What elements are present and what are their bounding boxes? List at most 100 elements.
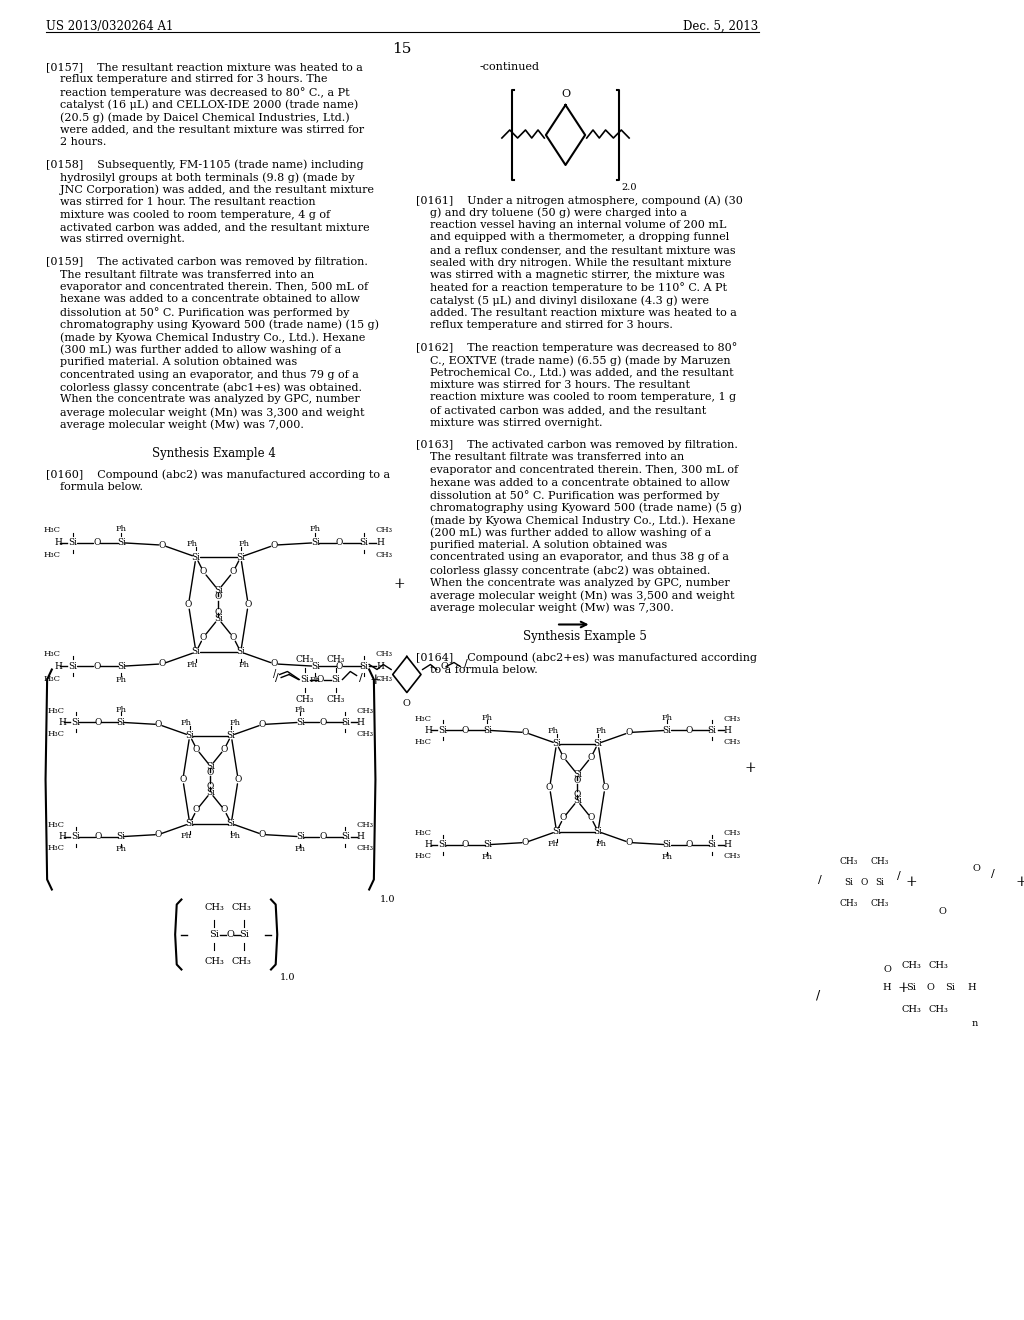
- Text: Ph: Ph: [115, 845, 126, 853]
- Text: dissolution at 50° C. Purification was performed by: dissolution at 50° C. Purification was p…: [45, 308, 349, 318]
- Text: O: O: [226, 931, 234, 939]
- Text: H: H: [58, 718, 66, 727]
- Text: to a formula below.: to a formula below.: [417, 665, 538, 675]
- Text: Si: Si: [483, 841, 492, 849]
- Text: +: +: [897, 981, 909, 994]
- Text: O: O: [159, 660, 166, 668]
- Text: CH₃: CH₃: [356, 706, 374, 715]
- Text: Ph: Ph: [662, 714, 673, 722]
- Text: Si: Si: [185, 731, 195, 741]
- Text: Si: Si: [69, 539, 78, 548]
- Text: O: O: [155, 830, 163, 840]
- Text: O: O: [626, 838, 633, 847]
- Text: Si: Si: [296, 718, 305, 727]
- Text: CH₃: CH₃: [376, 675, 393, 682]
- Text: mixture was cooled to room temperature, 4 g of: mixture was cooled to room temperature, …: [45, 210, 330, 219]
- Text: catalyst (16 μL) and CELLOX-IDE 2000 (trade name): catalyst (16 μL) and CELLOX-IDE 2000 (tr…: [45, 99, 357, 110]
- Text: H: H: [724, 726, 731, 735]
- Text: O: O: [588, 813, 595, 822]
- Text: Si: Si: [116, 832, 125, 841]
- Text: Si: Si: [206, 788, 215, 797]
- Text: O: O: [193, 805, 201, 814]
- Text: and a reflux condenser, and the resultant mixture was: and a reflux condenser, and the resultan…: [417, 246, 736, 255]
- Text: O: O: [316, 675, 325, 684]
- Text: CH₃: CH₃: [870, 858, 889, 866]
- Text: O: O: [939, 908, 946, 916]
- Text: were added, and the resultant mixture was stirred for: were added, and the resultant mixture wa…: [45, 124, 364, 135]
- Text: O: O: [860, 878, 867, 887]
- Text: g) and dry toluene (50 g) were charged into a: g) and dry toluene (50 g) were charged i…: [417, 207, 687, 218]
- Text: of activated carbon was added, and the resultant: of activated carbon was added, and the r…: [417, 405, 707, 414]
- Text: average molecular weight (Mw) was 7,000.: average molecular weight (Mw) was 7,000.: [45, 420, 303, 430]
- Text: O: O: [319, 832, 327, 841]
- Text: H₃C: H₃C: [44, 552, 60, 560]
- Text: CH₃: CH₃: [839, 899, 857, 908]
- Text: The resultant filtrate was transferred into an: The resultant filtrate was transferred i…: [45, 269, 313, 280]
- Text: (200 mL) was further added to allow washing of a: (200 mL) was further added to allow wash…: [417, 528, 712, 539]
- Text: O: O: [229, 632, 237, 642]
- Text: Si: Si: [116, 718, 125, 727]
- Text: CH₃: CH₃: [376, 649, 393, 657]
- Text: Ph: Ph: [548, 840, 559, 847]
- Text: Ph: Ph: [229, 719, 241, 727]
- Text: reaction vessel having an internal volume of 200 mL: reaction vessel having an internal volum…: [417, 220, 727, 230]
- Text: Si: Si: [117, 661, 126, 671]
- Text: Si: Si: [663, 726, 672, 735]
- Text: H: H: [377, 661, 384, 671]
- Text: Si: Si: [332, 675, 341, 684]
- Text: Si: Si: [210, 931, 219, 939]
- Text: Synthesis Example 5: Synthesis Example 5: [523, 630, 647, 643]
- Text: Si: Si: [237, 553, 245, 561]
- Text: H₃C: H₃C: [48, 730, 65, 738]
- Text: Ph: Ph: [229, 832, 241, 840]
- Text: Si: Si: [214, 614, 223, 623]
- Text: chromatography using Kyoward 500 (trade name) (15 g): chromatography using Kyoward 500 (trade …: [45, 319, 379, 330]
- Text: H: H: [968, 983, 976, 993]
- Text: [0164]    Compound (abc2+es) was manufactured according: [0164] Compound (abc2+es) was manufactur…: [417, 652, 758, 663]
- Text: Si: Si: [663, 841, 672, 849]
- Text: H₃C: H₃C: [415, 829, 431, 837]
- Text: average molecular weight (Mn) was 3,500 and weight: average molecular weight (Mn) was 3,500 …: [417, 590, 735, 601]
- Text: CH₃: CH₃: [376, 527, 393, 535]
- Text: /: /: [897, 871, 900, 882]
- Text: O: O: [601, 783, 608, 792]
- Text: purified material. A solution obtained was: purified material. A solution obtained w…: [417, 540, 668, 550]
- Text: [0163]    The activated carbon was removed by filtration.: [0163] The activated carbon was removed …: [417, 440, 738, 450]
- Text: CH₃: CH₃: [870, 899, 889, 908]
- Text: Ph: Ph: [181, 719, 191, 727]
- Text: O: O: [200, 632, 207, 642]
- Text: O: O: [93, 661, 100, 671]
- Text: was stirred overnight.: was stirred overnight.: [45, 235, 184, 244]
- Text: Si: Si: [191, 648, 201, 656]
- Text: US 2013/0320264 A1: US 2013/0320264 A1: [45, 20, 173, 33]
- Text: O: O: [522, 838, 529, 847]
- Text: CH₃: CH₃: [723, 853, 740, 861]
- Text: CH₃: CH₃: [723, 738, 740, 746]
- Text: Si: Si: [483, 726, 492, 735]
- Text: JNC Corporation) was added, and the resultant mixture: JNC Corporation) was added, and the resu…: [45, 185, 374, 195]
- Text: Ph: Ph: [295, 845, 306, 853]
- Text: hydrosilyl groups at both terminals (9.8 g) (made by: hydrosilyl groups at both terminals (9.8…: [45, 172, 354, 182]
- Text: O: O: [626, 729, 633, 737]
- Text: Si: Si: [206, 762, 215, 771]
- Text: +: +: [905, 875, 916, 890]
- Text: was stirred for 1 hour. The resultant reaction: was stirred for 1 hour. The resultant re…: [45, 197, 315, 207]
- Text: O: O: [973, 865, 980, 873]
- Text: concentrated using an evaporator, and thus 79 g of a: concentrated using an evaporator, and th…: [45, 370, 358, 380]
- Text: H₃C: H₃C: [415, 715, 431, 723]
- Text: Ph: Ph: [596, 727, 607, 735]
- Text: Ph: Ph: [186, 661, 198, 669]
- Text: O: O: [159, 541, 166, 549]
- Text: O: O: [94, 832, 101, 841]
- Text: Ph: Ph: [310, 525, 321, 533]
- Text: Si: Si: [594, 828, 602, 836]
- Text: O: O: [402, 700, 411, 709]
- Text: Si: Si: [72, 832, 80, 841]
- Text: O: O: [560, 752, 567, 762]
- Text: When the concentrate was analyzed by GPC, number: When the concentrate was analyzed by GPC…: [45, 395, 359, 404]
- Text: O: O: [220, 805, 228, 814]
- Text: O: O: [686, 841, 693, 849]
- Text: When the concentrate was analyzed by GPC, number: When the concentrate was analyzed by GPC…: [417, 578, 730, 587]
- Text: O: O: [927, 983, 935, 993]
- Text: O: O: [193, 744, 201, 754]
